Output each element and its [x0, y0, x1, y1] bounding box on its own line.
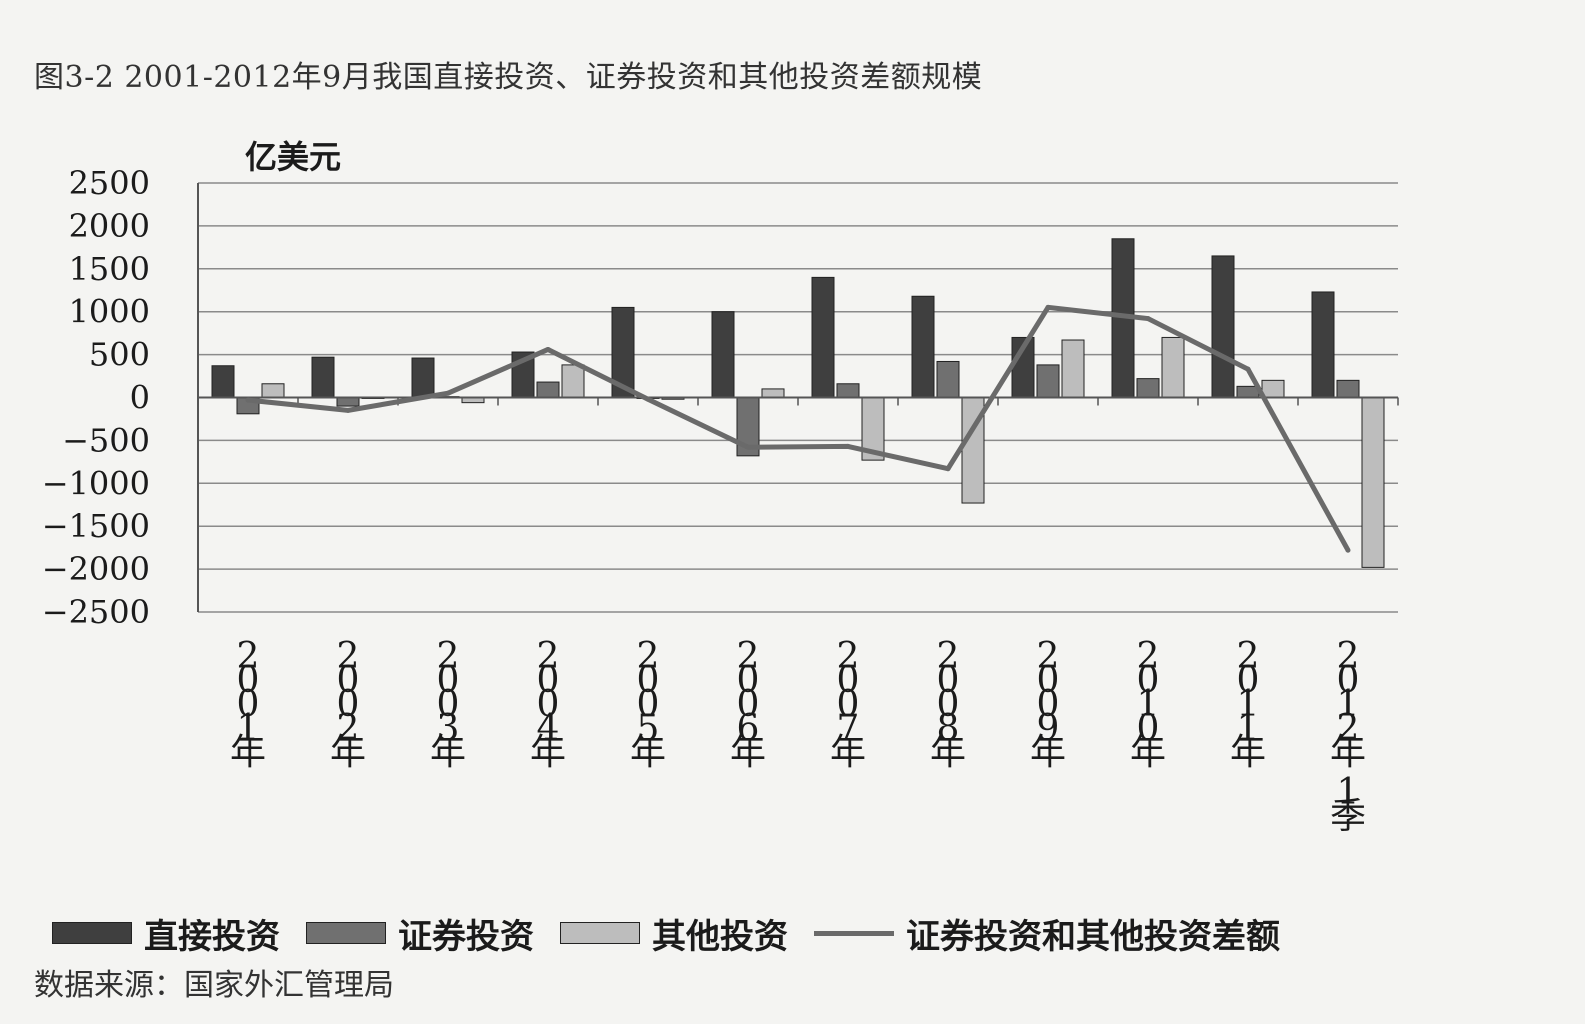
bar — [1311, 291, 1335, 398]
bar — [261, 383, 285, 399]
bar — [911, 295, 935, 399]
bar — [1161, 336, 1185, 399]
chart: 2500 2000 1500 1000 500 0 −500 −1000 −1500 −2000 −… — [42, 138, 1399, 837]
y-tick-label: 1000 — [69, 293, 150, 331]
bar — [1361, 397, 1385, 568]
line-point — [845, 443, 851, 449]
bar — [1261, 379, 1285, 398]
bar — [411, 357, 435, 399]
bar — [711, 311, 735, 399]
y-tick-label: 0 — [130, 379, 150, 417]
legend-label-direct: 直接投资 — [144, 916, 280, 957]
legend-swatch-direct — [52, 922, 132, 944]
y-tick-label: −2000 — [42, 550, 150, 588]
legend-item-direct: 直接投资 — [52, 909, 280, 958]
legend-item-difference: 证券投资和其他投资差额 — [814, 909, 1280, 958]
bar — [836, 383, 860, 399]
line-point — [945, 466, 951, 472]
bar — [1136, 378, 1160, 398]
bar — [936, 360, 960, 398]
difference-line — [245, 304, 1351, 553]
bar — [1336, 379, 1360, 398]
y-tick-label: −1000 — [42, 464, 150, 502]
legend-label-other: 其他投资 — [652, 916, 788, 957]
y-tick-label: 1500 — [69, 250, 150, 288]
legend: 直接投资 证券投资 其他投资 证券投资和其他投资差额 — [52, 908, 1306, 958]
legend-swatch-difference — [814, 930, 894, 936]
grid-lines — [198, 182, 1398, 613]
bar — [311, 356, 335, 399]
y-tick-label: −2500 — [42, 593, 150, 631]
line-point — [445, 390, 451, 396]
y-tick-label: −500 — [62, 421, 150, 459]
data-source-note: 数据来源：国家外汇管理局 — [34, 968, 394, 1003]
axes — [197, 183, 1399, 612]
line-point — [345, 407, 351, 413]
y-tick-label: 2000 — [69, 207, 150, 245]
series-line — [247, 304, 1351, 552]
legend-swatch-other — [560, 922, 640, 944]
line-point — [1045, 304, 1051, 310]
legend-item-other: 其他投资 — [560, 909, 788, 958]
legend-label-portfolio: 证券投资 — [398, 916, 534, 957]
line-point — [1145, 316, 1151, 322]
bar — [1211, 255, 1235, 398]
line-point — [645, 396, 651, 402]
figure-title: 图3-2 2001-2012年9月我国直接投资、证券投资和其他投资差额规模 — [34, 60, 983, 95]
line-point — [745, 444, 751, 450]
bar — [761, 388, 785, 399]
bar — [336, 397, 360, 407]
legend-label-difference: 证券投资和其他投资差额 — [906, 916, 1280, 957]
y-tick-label: 2500 — [69, 164, 150, 202]
bar — [561, 364, 585, 398]
y-tick-label: −1500 — [42, 507, 150, 545]
bar — [536, 381, 560, 398]
y-axis-label: 亿美元 — [245, 138, 341, 176]
line-point — [245, 397, 251, 403]
line-point — [1245, 366, 1251, 372]
line-point — [545, 346, 551, 352]
legend-swatch-portfolio — [306, 922, 386, 944]
y-tick-label: 500 — [89, 336, 150, 374]
bar — [811, 276, 835, 399]
line-point — [1345, 547, 1351, 553]
legend-item-portfolio: 证券投资 — [306, 909, 534, 958]
bar — [1036, 364, 1060, 398]
bar — [211, 365, 235, 398]
bar — [1061, 339, 1085, 399]
axis-labels: 2500 2000 1500 1000 500 0 −500 −1000 −1500 −2000 −… — [42, 164, 1366, 837]
